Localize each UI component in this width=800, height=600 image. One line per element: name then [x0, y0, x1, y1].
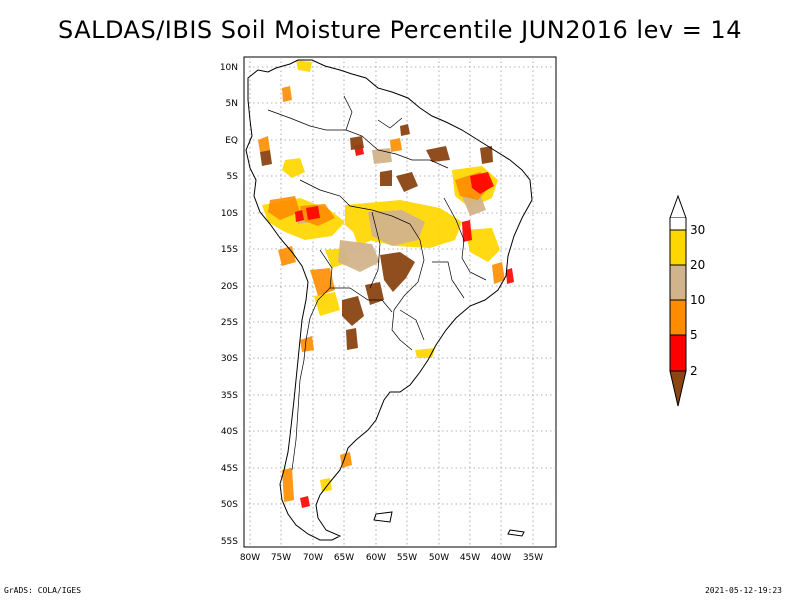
- lon-label-75w: 75W: [271, 553, 291, 563]
- colorbar-labels: 30 20 10 5 2: [690, 223, 705, 378]
- map-frame: [243, 56, 557, 548]
- lon-label-55w: 55W: [397, 553, 417, 563]
- lat-label-30s: 30S: [221, 354, 238, 364]
- lat-label-5s: 5S: [227, 172, 239, 182]
- lat-label-25s: 25S: [221, 318, 238, 328]
- lat-label-eq: EQ: [225, 136, 238, 146]
- colorbar-above-30: [669, 194, 687, 219]
- lat-label-15s: 15S: [221, 245, 238, 255]
- colorbar-label-2: 2: [690, 364, 698, 378]
- lon-label-60w: 60W: [366, 553, 386, 563]
- coastlines: [245, 59, 533, 541]
- colorbar-label-5: 5: [690, 328, 698, 342]
- lon-label-35w: 35W: [523, 553, 543, 563]
- colorbar-10-20: [669, 264, 687, 301]
- lat-label-5n: 5N: [226, 99, 238, 109]
- lon-label-40w: 40W: [491, 553, 511, 563]
- lat-label-50s: 50S: [221, 500, 238, 510]
- colorbar-20-30: [669, 229, 687, 266]
- footer-timestamp: 2021-05-12-19:23: [704, 586, 782, 595]
- colorbar-above-30-body: [670, 218, 686, 230]
- lat-label-55s: 55S: [221, 537, 238, 547]
- lat-label-10s: 10S: [221, 209, 238, 219]
- colorbar-below-2: [669, 370, 687, 407]
- colorbar-label-10: 10: [690, 293, 705, 307]
- lat-label-35s: 35S: [221, 391, 238, 401]
- colorbar-label-20: 20: [690, 258, 705, 272]
- lat-label-45s: 45S: [221, 464, 238, 474]
- colorbar-2-5: [669, 334, 687, 372]
- colorbar-label-30: 30: [690, 223, 705, 237]
- colorbar: [669, 194, 687, 407]
- country-borders: [267, 95, 487, 471]
- lat-axis: 10N 5N EQ 5S 10S 15S 20S 25S 30S 35S 40S…: [220, 63, 238, 547]
- lon-label-65w: 65W: [334, 553, 354, 563]
- soil-moisture-shading: [258, 60, 514, 508]
- colorbar-5-10: [669, 299, 687, 336]
- footer-credit: GrADS: COLA/IGES: [4, 586, 82, 595]
- lon-label-50w: 50W: [429, 553, 449, 563]
- lon-label-80w: 80W: [240, 553, 260, 563]
- lon-label-70w: 70W: [303, 553, 323, 563]
- lon-axis: 80W 75W 70W 65W 60W 55W 50W 45W 40W 35W: [240, 553, 543, 563]
- lat-label-40s: 40S: [221, 427, 238, 437]
- lat-label-20s: 20S: [221, 282, 238, 292]
- map-title: SALDAS/IBIS Soil Moisture Percentile JUN…: [58, 16, 742, 44]
- lat-label-10n: 10N: [220, 63, 238, 73]
- lon-label-45w: 45W: [460, 553, 480, 563]
- grid-lines: [244, 57, 556, 547]
